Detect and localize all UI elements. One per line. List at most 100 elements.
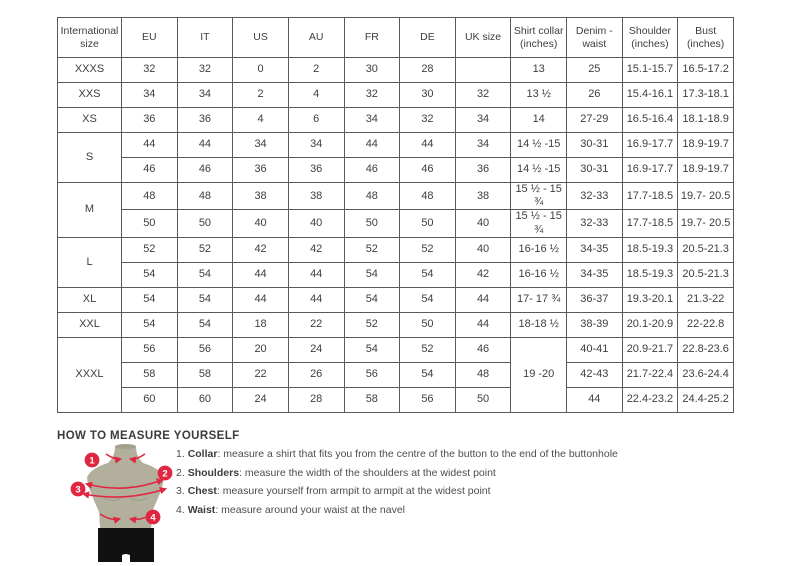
table-cell: 60 xyxy=(176,386,234,413)
table-cell: 48 xyxy=(343,181,401,211)
figure-badge-1: 1 xyxy=(84,452,100,468)
table-cell: 32 xyxy=(343,82,401,108)
table-cell: 36 xyxy=(287,157,345,183)
table-row: 50 50 40 40 50 50 40 15 ½ - 15 ¾ 32-33 17.7-18.5 1… xyxy=(58,209,734,238)
table-cell: 30 xyxy=(343,57,401,83)
table-cell: 46 xyxy=(121,157,178,183)
table-cell: 54 xyxy=(343,336,401,363)
table-cell: 16.5-16.4 xyxy=(621,107,679,133)
table-row: S 44 44 34 34 44 44 34 14 ½ -15 30-31 16.9-17.7 18.… xyxy=(57,132,734,183)
table-cell: 21.3-22 xyxy=(677,286,734,313)
neck-top-shape xyxy=(115,444,136,449)
table-cell: 38 xyxy=(287,181,345,211)
table-cell: 34 xyxy=(287,132,345,158)
measure-instruction: 1. Collar: measure a shirt that fits you… xyxy=(176,448,618,460)
table-cell: 20.9-21.7 xyxy=(621,336,679,363)
table-cell: 58 xyxy=(121,361,178,388)
table-cell: 28 xyxy=(399,57,456,83)
table-cell: 46 xyxy=(399,157,456,183)
size-label-cell: S xyxy=(57,132,122,183)
table-cell: 20.1-20.9 xyxy=(621,311,679,338)
table-cell: 22.8-23.6 xyxy=(677,336,734,363)
table-cell: 15 ½ - 15 ¾ xyxy=(510,209,567,238)
table-cell: 58 xyxy=(176,361,234,388)
table-cell: 38 xyxy=(232,181,289,211)
collar-measure-line xyxy=(128,453,146,464)
table-cell: 18.5-19.3 xyxy=(621,236,679,263)
table-cell: 54 xyxy=(399,361,456,388)
table-cell: 50 xyxy=(176,209,234,238)
table-cell: 34-35 xyxy=(566,236,623,263)
table-cell: 48 xyxy=(121,181,178,211)
table-cell: 19.7- 20.5 xyxy=(677,209,734,238)
table-cell: 50 xyxy=(399,311,456,338)
table-cell: 54 xyxy=(121,261,178,288)
table-row: 54 54 44 44 54 54 42 16-16 ½ 34-35 18.5-19.3 20.5-… xyxy=(58,261,734,288)
mannequin-figure: 1 2 3 4 xyxy=(58,442,192,566)
table-cell: 52 xyxy=(176,236,234,263)
table-cell: 32-33 xyxy=(566,209,623,238)
column-header: EU xyxy=(121,17,178,58)
column-header: Shirt collar (inches) xyxy=(510,17,567,58)
table-cell: 48 xyxy=(454,361,512,388)
table-cell: 40 xyxy=(287,209,345,238)
table-cell: 54 xyxy=(176,261,234,288)
table-cell: 44 xyxy=(287,286,345,313)
table-cell: 60 xyxy=(121,386,178,413)
column-header: US xyxy=(232,17,289,58)
table-cell: 24 xyxy=(232,386,289,413)
table-cell: 16.9-17.7 xyxy=(621,157,679,183)
mannequin-illustration-icon: 1 2 3 4 xyxy=(70,444,173,562)
table-cell: 46 xyxy=(343,157,401,183)
measure-title: HOW TO MEASURE YOURSELF xyxy=(57,430,240,442)
table-cell: 44 xyxy=(287,261,345,288)
table-cell: 18-18 ½ xyxy=(510,311,567,338)
table-cell: 34 xyxy=(232,132,289,158)
table-cell: 17- 17 ¾ xyxy=(510,286,567,313)
table-cell: 18.5-19.3 xyxy=(621,261,679,288)
table-cell: 16.9-17.7 xyxy=(621,132,679,158)
svg-text:3: 3 xyxy=(75,484,80,495)
table-cell: 54 xyxy=(399,261,456,288)
table-cell: 54 xyxy=(121,286,178,313)
table-cell: 34-35 xyxy=(566,261,623,288)
table-cell: 42 xyxy=(287,236,345,263)
table-cell: 15.1-15.7 xyxy=(621,57,679,83)
table-cell: 20 xyxy=(232,336,289,363)
table-cell: 54 xyxy=(176,311,234,338)
table-cell: 52 xyxy=(343,236,401,263)
table-cell: 30-31 xyxy=(566,157,623,183)
table-cell: 52 xyxy=(121,236,178,263)
table-cell: 56 xyxy=(176,336,234,363)
table-cell: 19.7- 20.5 xyxy=(677,181,734,211)
table-cell: 13 xyxy=(510,57,567,83)
table-cell: 34 xyxy=(343,107,401,133)
table-cell: 48 xyxy=(399,181,456,211)
table-cell: 36 xyxy=(454,157,512,183)
svg-text:2: 2 xyxy=(162,468,167,479)
table-row: XXS 34 34 2 4 32 30 32 13 ½ 26 15.4-16.1 17.3-18.1 xyxy=(57,82,734,108)
table-cell: 13 ½ xyxy=(510,82,567,108)
table-cell: 56 xyxy=(121,336,178,363)
table-cell: 23.6-24.4 xyxy=(677,361,734,388)
table-cell: 0 xyxy=(232,57,289,83)
table-cell: 17.7-18.5 xyxy=(621,209,679,238)
table-cell: 44 xyxy=(121,132,178,158)
table-cell: 4 xyxy=(232,107,289,133)
table-cell: 58 xyxy=(343,386,401,413)
table-cell: 15 ½ - 15 ¾ xyxy=(510,181,567,211)
table-cell: 54 xyxy=(121,311,178,338)
table-cell: 16.5-17.2 xyxy=(677,57,734,83)
column-header: DE xyxy=(399,17,456,58)
table-cell: 42-43 xyxy=(566,361,623,388)
table-cell: 22.4-23.2 xyxy=(621,386,679,413)
table-cell xyxy=(454,57,512,83)
size-label-cell: XL xyxy=(57,286,122,313)
shorts-shape xyxy=(98,528,154,562)
table-cell: 36 xyxy=(176,107,234,133)
table-cell: 44 xyxy=(232,286,289,313)
column-header: UK size xyxy=(454,17,512,58)
table-cell: 50 xyxy=(399,209,456,238)
table-cell: 6 xyxy=(287,107,345,133)
